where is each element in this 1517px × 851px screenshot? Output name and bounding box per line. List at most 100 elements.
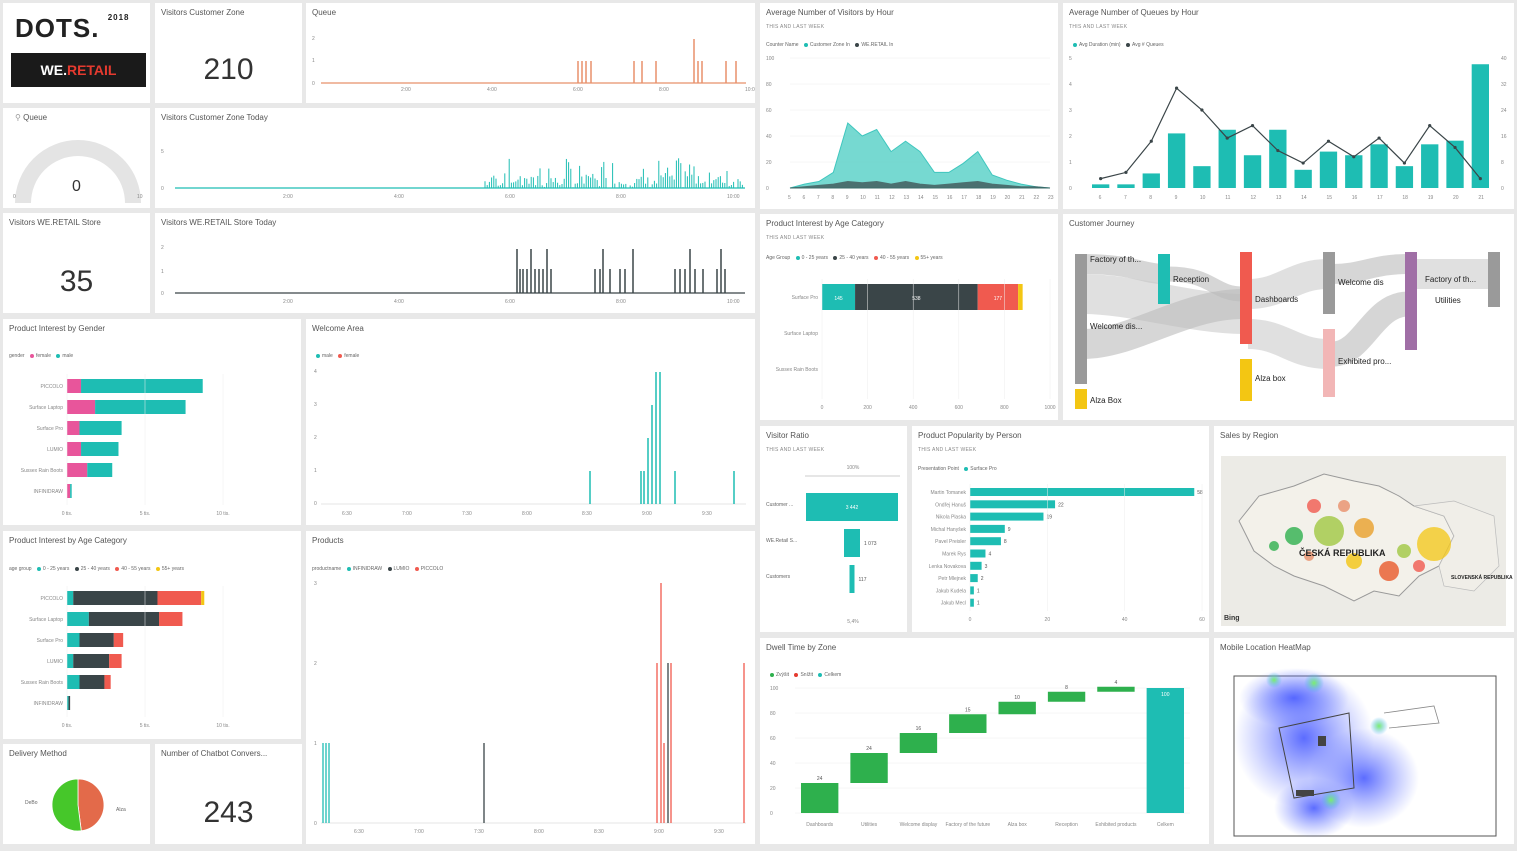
- legend-dot-icon: [74, 566, 79, 571]
- category-label: Pavel Preisler: [935, 539, 966, 545]
- sankey-chart: Factory of th... Welcome dis... Reception D…: [1075, 252, 1500, 409]
- tile-title: Product Interest by Age Category: [9, 536, 127, 545]
- legend: age group 0 - 25 years 25 - 40 years 40 …: [9, 566, 184, 572]
- visitors-wr-store-tile[interactable]: Visitors WE.RETAIL Store 35: [3, 213, 150, 313]
- sankey-node: [1075, 389, 1087, 409]
- bar: [970, 549, 986, 558]
- line-point: [1478, 177, 1482, 181]
- visitors-cz-today-tile[interactable]: Visitors Customer Zone Today 5 0 2:00 4:00 6…: [155, 108, 755, 208]
- x-tick-label: 8: [1149, 195, 1152, 201]
- queue-line-tile[interactable]: Queue 2 1 0 2:00 4:00 6:00 8:00 10:00: [306, 3, 755, 103]
- gauge-value: 0: [72, 178, 81, 195]
- y-tick-label: 2: [312, 36, 315, 42]
- line-point: [1276, 148, 1280, 153]
- queue-gauge-tile[interactable]: ⚲ Queue 0 0 10: [3, 108, 150, 208]
- chatbot-tile[interactable]: Number of Chatbot Convers... 243: [155, 744, 302, 844]
- brand-text: DOTS.: [15, 13, 100, 43]
- legend-item: 40 - 55 years: [879, 255, 910, 261]
- category-label: Factory of the future: [945, 822, 990, 828]
- region-map[interactable]: ČESKÁ REPUBLIKA SLOVENSKÁ REPUBLIKA Bing: [1214, 426, 1514, 632]
- legend-item: PICCOLO: [420, 566, 444, 572]
- legend: Zvýšit Snížit Celkem: [766, 672, 841, 678]
- sankey-flow: [1247, 319, 1329, 369]
- funnel-bar: [806, 493, 898, 521]
- category-label: INFINIDRAW: [33, 701, 63, 707]
- gauge-chart: [15, 140, 141, 204]
- floorplan-outline: [1233, 675, 1497, 837]
- node-label: Reception: [1173, 275, 1209, 284]
- x-tick-label: 19: [1428, 195, 1434, 201]
- tile-title: Mobile Location HeatMap: [1220, 643, 1311, 652]
- interest-gender-tile[interactable]: Product Interest by Gender gender female…: [3, 319, 301, 525]
- interest-age-bottom-tile[interactable]: Product Interest by Age Category age gro…: [3, 531, 301, 739]
- bar: [73, 654, 110, 668]
- popularity-person-tile[interactable]: Product Popularity by Person THIS AND LA…: [912, 426, 1209, 632]
- x-tick-label: 9:30: [702, 511, 712, 517]
- x-tick-label: 10 tis.: [216, 723, 229, 729]
- funnel-bottom-label: 5,4%: [847, 619, 859, 625]
- sales-region-tile[interactable]: Sales by Region ČESKÁ REPUBLIKA SLOVENSK…: [1214, 426, 1514, 632]
- mobile-heatmap-tile[interactable]: Mobile Location HeatMap: [1214, 638, 1514, 844]
- room-outline: [1278, 712, 1355, 799]
- bar: [88, 612, 160, 626]
- line-point: [1149, 139, 1153, 143]
- y-tick-label: 80: [770, 711, 776, 717]
- x-tick-label: 14: [1301, 195, 1307, 201]
- y-tick-label: 0: [766, 186, 769, 192]
- region-bubble: [1397, 544, 1411, 558]
- logo-tile: DOTS. 2018 WE.RETAIL: [3, 3, 150, 103]
- x-tick-label: 18: [1402, 195, 1408, 201]
- country-label: ČESKÁ REPUBLIKA: [1299, 547, 1386, 558]
- y-tick-label: 3: [314, 402, 317, 408]
- bar: [970, 586, 974, 595]
- data-label: 24: [817, 776, 823, 782]
- customer-journey-tile[interactable]: Customer Journey Factory of th... Welcome…: [1063, 214, 1514, 420]
- line-point: [1250, 124, 1255, 128]
- legend-label: gender: [9, 353, 25, 359]
- line-point: [1301, 161, 1305, 165]
- y2-tick-label: 32: [1501, 82, 1507, 88]
- heat-hotspot: [1370, 717, 1388, 735]
- interest-age-top-tile[interactable]: Product Interest by Age Category THIS AN…: [760, 214, 1058, 420]
- y-tick-label: 1: [1069, 160, 1072, 166]
- bar: [157, 591, 202, 605]
- welcome-area-tile[interactable]: Welcome Area male female 4 3 2 1 0 6:30 7:00 7:…: [306, 319, 755, 525]
- heat-hotspot: [1266, 672, 1282, 688]
- data-label: 2: [981, 576, 984, 582]
- y-tick-label: 40: [766, 134, 772, 140]
- data-label: 8: [1065, 685, 1068, 691]
- y2-tick-label: 8: [1501, 160, 1504, 166]
- legend-dot-icon: [56, 353, 61, 358]
- region-bubble: [1285, 527, 1303, 545]
- y-tick-label: 0: [1069, 186, 1072, 192]
- x-tick-label: 7: [1124, 195, 1127, 201]
- tile-subtitle: THIS AND LAST WEEK: [766, 447, 825, 453]
- data-label: 117: [859, 577, 867, 583]
- category-label: Customer ...: [766, 502, 793, 508]
- waterfall-bar: [801, 783, 839, 813]
- delivery-method-tile[interactable]: Delivery Method DeBo Alza: [3, 744, 150, 844]
- legend-item: Zvýšit: [776, 672, 790, 678]
- visitor-ratio-tile[interactable]: Visitor Ratio THIS AND LAST WEEK 100% Cus…: [760, 426, 907, 632]
- visitors-wr-today-tile[interactable]: Visitors WE.RETAIL Store Today 2 1 0 2:00 4:…: [155, 213, 755, 313]
- category-label: Sussex Rain Boots: [776, 367, 819, 373]
- region-bubble: [1338, 500, 1350, 512]
- avg-visitors-hour-tile[interactable]: Average Number of Visitors by Hour THIS …: [760, 3, 1058, 209]
- bar: [109, 654, 122, 668]
- products-tile[interactable]: Products productname INFINIDRAW LUMIO PI…: [306, 531, 755, 844]
- x-tick-label: 8:00: [659, 87, 669, 93]
- x-tick-label: 0: [821, 405, 824, 411]
- bar: [79, 633, 114, 647]
- x-tick-label: 20: [1005, 195, 1011, 201]
- bar: [1294, 169, 1312, 188]
- avg-queues-hour-tile[interactable]: Average Number of Queues by Hour THIS AN…: [1063, 3, 1514, 209]
- waterfall-bar: [850, 753, 888, 783]
- x-tick-label: 0: [969, 617, 972, 623]
- line-point: [1174, 86, 1179, 90]
- x-tick-label: 7:00: [402, 511, 412, 517]
- dwell-time-tile[interactable]: Dwell Time by Zone Zvýšit Snížit Celkem …: [760, 638, 1209, 844]
- heat-blob: [1239, 668, 1349, 728]
- data-label: 100: [1161, 692, 1170, 698]
- tile-title: Product Interest by Age Category: [766, 219, 884, 228]
- visitors-customer-zone-tile[interactable]: Visitors Customer Zone 210: [155, 3, 302, 103]
